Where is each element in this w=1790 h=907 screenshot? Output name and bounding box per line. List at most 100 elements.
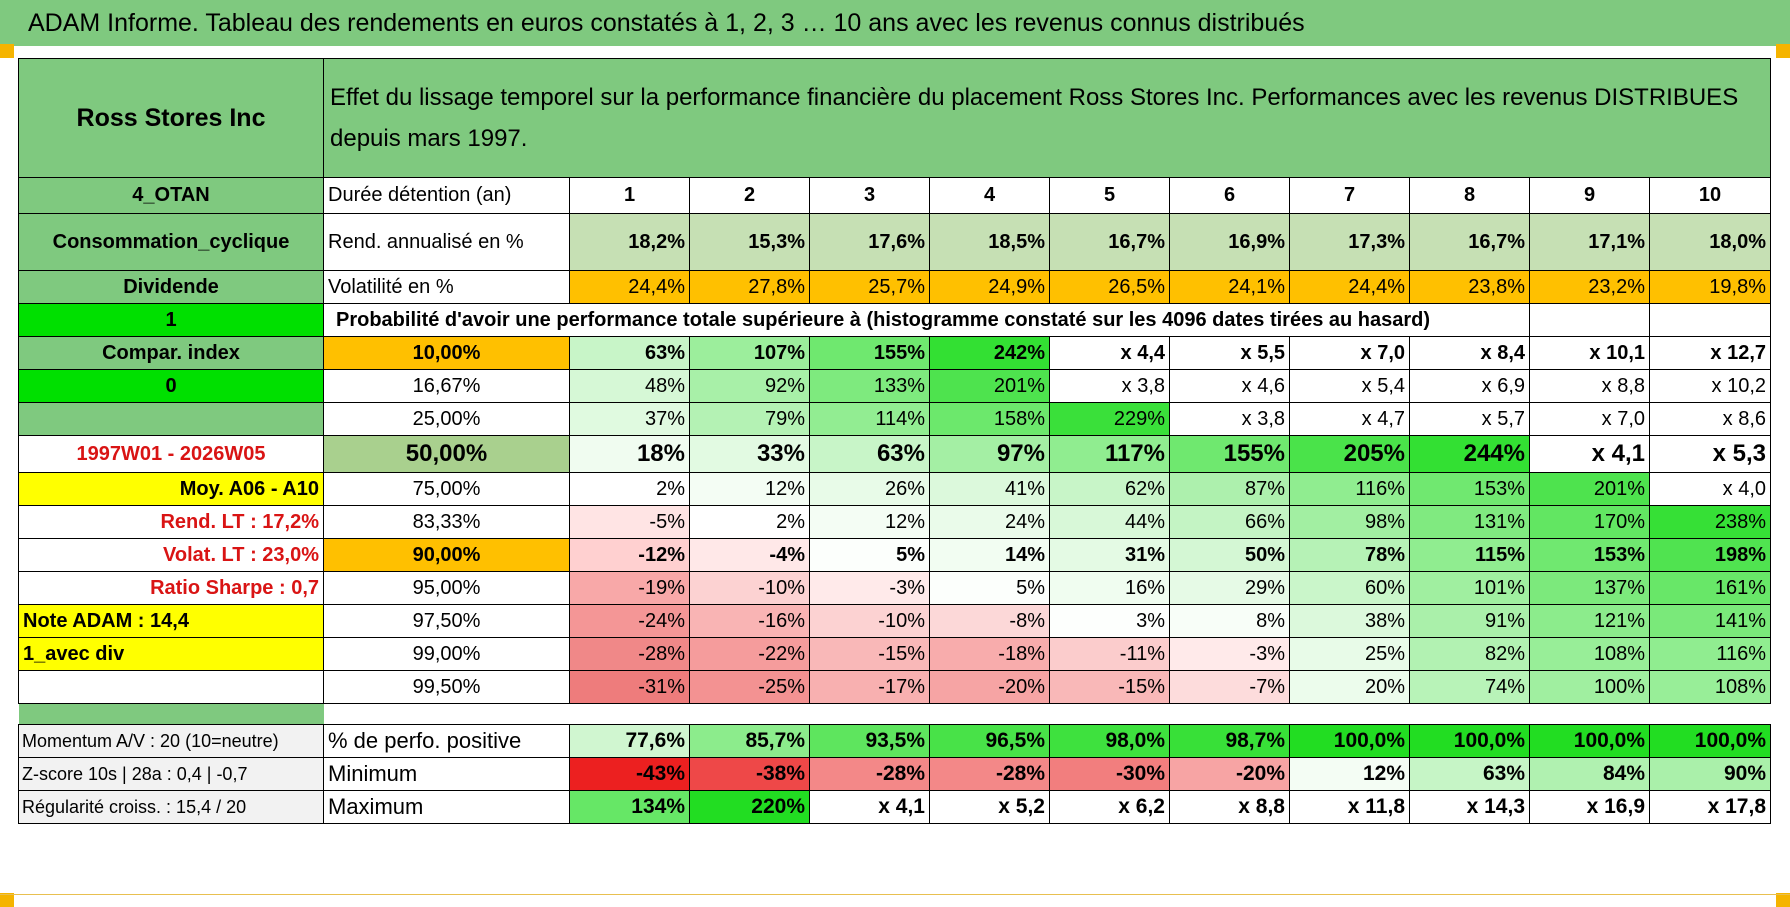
spacer-row	[18, 703, 1771, 725]
value-cell: -20%	[1169, 757, 1290, 791]
value-cell: 24%	[929, 505, 1050, 539]
value-cell: 201%	[1529, 472, 1650, 506]
value-cell: 60%	[1289, 571, 1410, 605]
value-cell: -22%	[689, 637, 810, 671]
probability-threshold: 16,67%	[323, 369, 570, 403]
value-cell: 78%	[1289, 538, 1410, 572]
empty-cell	[1649, 303, 1771, 337]
value-cell: -18%	[929, 637, 1050, 671]
value-cell: 16%	[1049, 571, 1170, 605]
value-cell: 3	[809, 177, 930, 214]
probability-row: Volat. LT : 23,0% 90,00% -12% -4% 5% 14% 31% 50…	[18, 538, 1771, 572]
value-cell: -38%	[689, 757, 810, 791]
value-cell: 100,0%	[1409, 724, 1530, 758]
value-cell: x 8,6	[1649, 402, 1771, 436]
value-cell: -20%	[929, 670, 1050, 704]
row-header-label	[18, 670, 324, 704]
probability-threshold: 25,00%	[323, 402, 570, 436]
probability-threshold: 83,33%	[323, 505, 570, 539]
value-cell: 18,0%	[1649, 213, 1771, 271]
statistic-row: Régularité croiss. : 15,4 / 20 Maximum 134…	[18, 790, 1771, 824]
value-cell: 41%	[929, 472, 1050, 506]
value-cell: 25%	[1289, 637, 1410, 671]
row-label: Durée détention (an)	[323, 177, 570, 214]
value-cell: 8	[1409, 177, 1530, 214]
row-header-label: 0	[18, 369, 324, 403]
value-cell: 87%	[1169, 472, 1290, 506]
empty-cell	[1529, 303, 1650, 337]
value-cell: 26,5%	[1049, 270, 1170, 304]
value-cell: 100%	[1529, 670, 1650, 704]
value-cell: 50%	[1169, 538, 1290, 572]
row-header-label: Moy. A06 - A10	[18, 472, 324, 506]
value-cell: 201%	[929, 369, 1050, 403]
value-cell: 205%	[1289, 435, 1410, 473]
value-cell: x 14,3	[1409, 790, 1530, 824]
value-cell: -15%	[1049, 670, 1170, 704]
value-cell: 17,1%	[1529, 213, 1650, 271]
value-cell: x 5,5	[1169, 336, 1290, 370]
value-cell: 93,5%	[809, 724, 930, 758]
value-cell: x 10,2	[1649, 369, 1771, 403]
row-header-label: Rend. LT : 17,2%	[18, 505, 324, 539]
corner-marker	[1776, 44, 1790, 58]
value-cell: 18,2%	[569, 213, 690, 271]
value-cell: 5%	[809, 538, 930, 572]
probability-threshold: 50,00%	[323, 435, 570, 473]
value-cell: -19%	[569, 571, 690, 605]
table-description: Effet du lissage temporel sur la perform…	[323, 58, 1771, 178]
value-cell: 25,7%	[809, 270, 930, 304]
value-cell: 48%	[569, 369, 690, 403]
probability-row: 1_avec div 99,00% -28% -22% -15% -18% -11% -3% 2…	[18, 637, 1771, 671]
value-cell: 1	[569, 177, 690, 214]
value-cell: 82%	[1409, 637, 1530, 671]
row-label: Rend. annualisé en %	[323, 213, 570, 271]
value-cell: 63%	[1409, 757, 1530, 791]
value-cell: 92%	[689, 369, 810, 403]
value-cell: 98,7%	[1169, 724, 1290, 758]
spacer-cell	[324, 704, 1771, 725]
company-name: Ross Stores Inc	[18, 58, 324, 178]
summary-row: Dividende Volatilité en % 24,4% 27,8% 25,7% 2…	[18, 270, 1771, 304]
probability-threshold: 99,00%	[323, 637, 570, 671]
probability-threshold: 95,00%	[323, 571, 570, 605]
value-cell: 85,7%	[689, 724, 810, 758]
value-cell: 170%	[1529, 505, 1650, 539]
value-cell: x 5,3	[1649, 435, 1771, 473]
value-cell: -12%	[569, 538, 690, 572]
probability-row: 0 16,67% 48% 92% 133% 201% x 3,8 x 4,6 x 5,4 x 6,…	[18, 369, 1771, 403]
value-cell: x 3,8	[1049, 369, 1170, 403]
probability-threshold: 99,50%	[323, 670, 570, 704]
value-cell: 31%	[1049, 538, 1170, 572]
value-cell: 84%	[1529, 757, 1650, 791]
probability-row: Moy. A06 - A10 75,00% 2% 12% 26% 41% 62% 87% 116…	[18, 472, 1771, 506]
value-cell: 90%	[1649, 757, 1771, 791]
row-header-label: Consommation_cyclique	[18, 213, 324, 271]
value-cell: 100,0%	[1529, 724, 1650, 758]
value-cell: x 5,2	[929, 790, 1050, 824]
value-cell: 6	[1169, 177, 1290, 214]
value-cell: -3%	[809, 571, 930, 605]
value-cell: x 8,4	[1409, 336, 1530, 370]
value-cell: x 4,6	[1169, 369, 1290, 403]
summary-row: 4_OTAN Durée détention (an) 1 2 3 4 5 6 7 8 9 10	[18, 177, 1771, 214]
value-cell: 12%	[689, 472, 810, 506]
value-cell: -8%	[929, 604, 1050, 638]
value-cell: 116%	[1289, 472, 1410, 506]
value-cell: 229%	[1049, 402, 1170, 436]
value-cell: -31%	[569, 670, 690, 704]
value-cell: x 4,1	[809, 790, 930, 824]
statistic-row: Momentum A/V : 20 (10=neutre)% de perfo.…	[18, 724, 1771, 758]
row-label: Maximum	[323, 790, 570, 824]
value-cell: 4	[929, 177, 1050, 214]
value-cell: -10%	[809, 604, 930, 638]
value-cell: 16,7%	[1409, 213, 1530, 271]
value-cell: 16,7%	[1049, 213, 1170, 271]
value-cell: 14%	[929, 538, 1050, 572]
value-cell: 38%	[1289, 604, 1410, 638]
row-header-label	[18, 402, 324, 436]
value-cell: 153%	[1409, 472, 1530, 506]
value-cell: -4%	[689, 538, 810, 572]
row-label: Minimum	[323, 757, 570, 791]
value-cell: 158%	[929, 402, 1050, 436]
